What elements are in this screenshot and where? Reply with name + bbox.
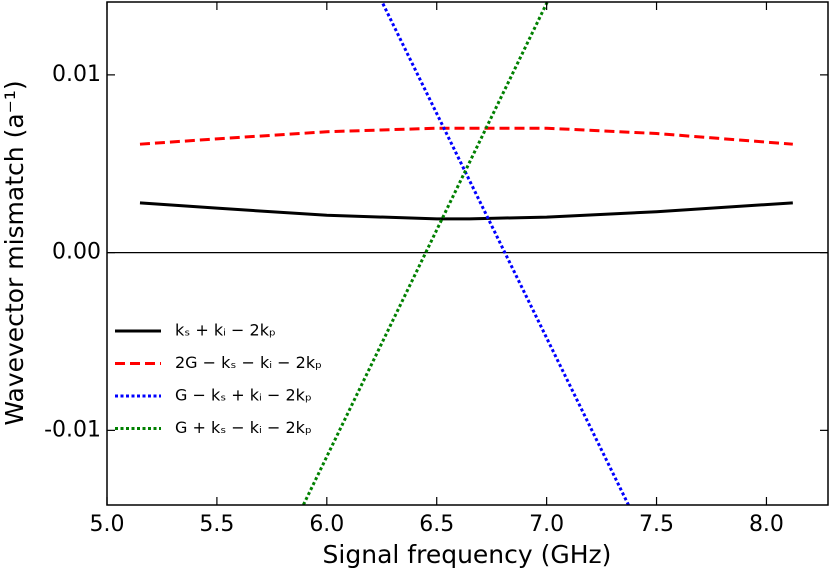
x-tick-label: 5.0 bbox=[90, 512, 125, 537]
x-tick-label: 6.0 bbox=[309, 512, 344, 537]
x-tick-label: 8.0 bbox=[749, 512, 784, 537]
plot-area bbox=[107, 2, 828, 505]
legend-label: kₛ + kᵢ − 2kₚ bbox=[175, 321, 276, 340]
series-line bbox=[380, 2, 631, 505]
legend-label: G + kₛ − kᵢ − 2kₚ bbox=[175, 418, 312, 437]
y-axis-label: Wavevector mismatch (a⁻¹) bbox=[0, 80, 29, 425]
x-tick-label: 6.5 bbox=[419, 512, 454, 537]
y-tick-label: -0.01 bbox=[44, 417, 101, 442]
legend-label: 2G − kₛ − kᵢ − 2kₚ bbox=[175, 353, 322, 372]
legend-label: G − kₛ + kᵢ − 2kₚ bbox=[175, 386, 312, 405]
series-line bbox=[301, 2, 549, 505]
axes-frame bbox=[106, 1, 829, 506]
x-tick-label: 7.0 bbox=[529, 512, 564, 537]
y-tick-label: 0.01 bbox=[52, 62, 101, 87]
y-tick-label: 0.00 bbox=[52, 240, 101, 265]
series-line bbox=[139, 201, 793, 221]
x-tick-label: 5.5 bbox=[199, 512, 234, 537]
x-tick-label: 7.5 bbox=[639, 512, 674, 537]
series-line bbox=[139, 126, 793, 146]
x-axis-label: Signal frequency (GHz) bbox=[323, 540, 612, 569]
